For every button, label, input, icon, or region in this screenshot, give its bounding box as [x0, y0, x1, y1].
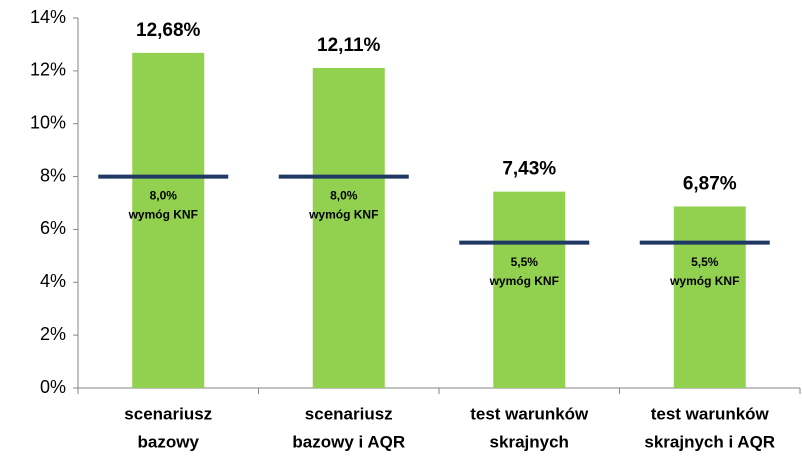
- requirement-label: 8,0%: [150, 189, 178, 203]
- requirement-name: wymóg KNF: [669, 274, 739, 288]
- x-tick-label: skrajnych: [490, 432, 569, 451]
- bar: [132, 52, 205, 389]
- y-tick-label: 8%: [40, 165, 66, 185]
- x-tick-label: scenariusz: [124, 404, 212, 423]
- x-tick-label: bazowy i AQR: [292, 432, 405, 451]
- x-tick-label: test warunków: [470, 404, 589, 423]
- data-label: 7,43%: [502, 159, 556, 180]
- y-tick-label: 12%: [30, 60, 66, 80]
- y-tick-label: 2%: [40, 324, 66, 344]
- x-tick-label: bazowy: [138, 432, 200, 451]
- data-label: 6,87%: [683, 173, 737, 194]
- requirement-label: 5,5%: [691, 255, 719, 269]
- x-tick-label: skrajnych i AQR: [644, 432, 775, 451]
- y-tick-label: 10%: [30, 112, 66, 132]
- requirement-name: wymóg KNF: [489, 274, 559, 288]
- x-tick-label: scenariusz: [305, 404, 393, 423]
- data-label: 12,68%: [136, 20, 201, 41]
- bar: [673, 206, 746, 388]
- bar: [493, 191, 566, 388]
- y-tick-label: 6%: [40, 218, 66, 238]
- requirement-name: wymóg KNF: [128, 208, 198, 222]
- y-tick-label: 14%: [30, 7, 66, 27]
- data-label: 12,11%: [317, 35, 380, 56]
- x-tick-label: test warunków: [651, 404, 770, 423]
- requirement-name: wymóg KNF: [308, 208, 378, 222]
- bar: [312, 67, 385, 388]
- requirement-label: 5,5%: [511, 255, 539, 269]
- y-tick-label: 0%: [40, 377, 66, 397]
- y-tick-label: 4%: [40, 271, 66, 291]
- requirement-label: 8,0%: [330, 189, 358, 203]
